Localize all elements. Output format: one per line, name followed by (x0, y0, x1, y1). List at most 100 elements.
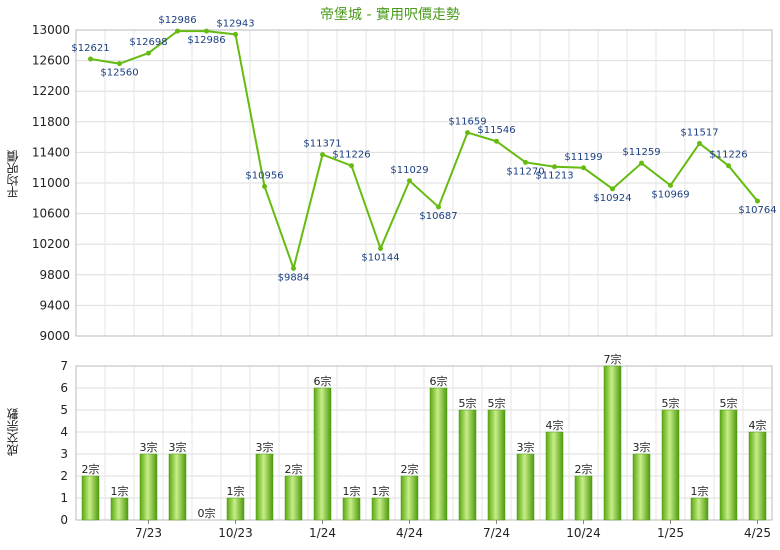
count-data-label: 4宗 (749, 418, 767, 432)
count-y-tick-label: 0 (60, 513, 68, 527)
price-y-tick-label: 10200 (32, 237, 70, 251)
count-y-tick-label: 2 (60, 469, 68, 483)
price-point (494, 138, 499, 144)
price-data-label: $11546 (477, 125, 515, 136)
count-bar (487, 409, 506, 521)
price-data-label: $11270 (506, 166, 544, 177)
price-series-line (90, 30, 759, 272)
x-tick-label: 10/23 (218, 526, 253, 540)
x-tick-label: 1/25 (657, 526, 684, 540)
count-bar (545, 431, 564, 521)
count-data-label: 5宗 (662, 396, 680, 410)
price-point (320, 152, 325, 158)
price-data-label: $11517 (680, 127, 718, 138)
count-bar (255, 453, 274, 521)
price-point (639, 160, 644, 166)
price-data-label: $10924 (593, 193, 631, 204)
price-point (726, 163, 731, 169)
count-bar (429, 387, 448, 521)
price-data-label: $11659 (448, 117, 486, 128)
price-point (291, 265, 296, 271)
count-bar (458, 409, 477, 521)
count-y-tick-label: 3 (60, 447, 68, 461)
count-data-label: 2宗 (82, 462, 100, 476)
price-point (581, 165, 586, 171)
count-data-label: 3宗 (169, 440, 187, 454)
count-data-label: 3宗 (140, 440, 158, 454)
count-y-tick-label: 5 (60, 403, 68, 417)
price-data-label: $11226 (709, 150, 747, 161)
x-tick-label: 1/24 (309, 526, 336, 540)
price-point (117, 61, 122, 67)
price-y-tick-label: 11400 (32, 145, 70, 159)
count-data-label: 6宗 (430, 374, 448, 388)
count-data-label: 2宗 (401, 462, 419, 476)
count-data-label: 5宗 (459, 396, 477, 410)
x-tick-label: 4/24 (396, 526, 423, 540)
count-data-label: 0宗 (198, 506, 216, 520)
count-bar (168, 453, 187, 521)
price-point (88, 56, 93, 62)
price-y-tick-label: 9800 (39, 268, 70, 282)
price-data-label: $11226 (332, 150, 370, 161)
price-data-label: $10687 (419, 211, 457, 222)
price-data-label: $11371 (303, 139, 341, 150)
price-point (697, 140, 702, 146)
count-data-label: 1宗 (227, 484, 245, 498)
count-y-tick-label: 1 (60, 491, 68, 505)
count-data-label: 1宗 (111, 484, 129, 498)
price-y-tick-label: 10600 (32, 207, 70, 221)
count-bar (81, 475, 100, 521)
count-bar (603, 365, 622, 521)
count-data-label: 1宗 (691, 484, 709, 498)
x-tick-label: 4/25 (744, 526, 771, 540)
count-data-label: 5宗 (488, 396, 506, 410)
count-bar (284, 475, 303, 521)
count-bar (110, 497, 129, 521)
count-data-label: 3宗 (517, 440, 535, 454)
count-y-tick-label: 7 (60, 359, 68, 373)
count-data-label: 6宗 (314, 374, 332, 388)
price-point (262, 183, 267, 189)
price-data-label: $11259 (622, 147, 660, 158)
price-point (668, 182, 673, 188)
count-bar (748, 431, 767, 521)
price-data-label: $12986 (158, 15, 196, 26)
price-y-tick-label: 12600 (32, 54, 70, 68)
count-data-label: 5宗 (720, 396, 738, 410)
price-point (349, 163, 354, 169)
price-data-label: $11029 (390, 165, 428, 176)
price-data-label: $9884 (278, 272, 310, 283)
count-y-tick-label: 6 (60, 381, 68, 395)
count-bar (690, 497, 709, 521)
price-point (610, 186, 615, 192)
price-data-label: $12986 (187, 35, 225, 46)
chart-title: 帝堡城 - 實用呎價走勢 (320, 7, 460, 23)
price-data-label: $10144 (361, 252, 399, 263)
price-data-label: $12621 (71, 43, 109, 54)
price-data-label: $12943 (216, 18, 254, 29)
price-data-label: $11213 (535, 171, 573, 182)
price-y-tick-label: 13000 (32, 23, 70, 37)
x-tick-label: 7/24 (483, 526, 510, 540)
price-y-tick-label: 11800 (32, 115, 70, 129)
count-data-label: 4宗 (546, 418, 564, 432)
count-bar (632, 453, 651, 521)
price-y-tick-label: 9400 (39, 298, 70, 312)
count-bar (574, 475, 593, 521)
price-point (233, 31, 238, 37)
price-point (436, 204, 441, 210)
x-tick-label: 10/24 (566, 526, 601, 540)
price-data-label: $10764 (738, 205, 776, 216)
count-bar (719, 409, 738, 521)
x-tick-label: 7/23 (135, 526, 162, 540)
count-data-label: 2宗 (285, 462, 303, 476)
price-point (465, 130, 470, 136)
count-bar (313, 387, 332, 521)
price-point (407, 178, 412, 184)
count-bar (400, 475, 419, 521)
price-point (552, 164, 557, 170)
count-y-tick-label: 4 (60, 425, 68, 439)
